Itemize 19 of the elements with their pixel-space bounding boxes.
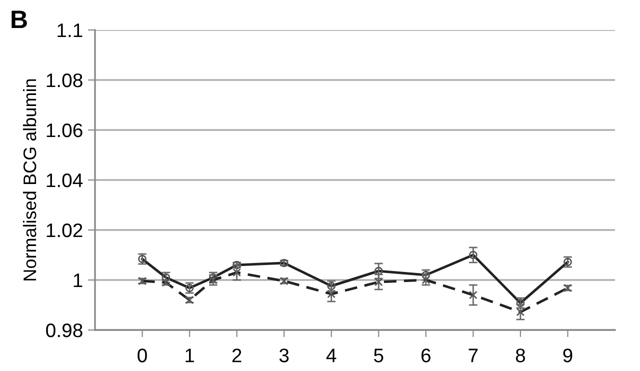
- y-tick-label: 1: [74, 274, 82, 288]
- y-axis-title: Normalised BCG albumin: [22, 79, 36, 280]
- x-tick-label: 3: [279, 348, 289, 362]
- y-tick-label: 1.08: [46, 73, 82, 88]
- x-tick-label: 7: [468, 348, 478, 362]
- x-tick-label: 6: [421, 348, 430, 362]
- x-tick-label: 5: [374, 348, 384, 362]
- x-tick-label: 1: [186, 348, 194, 362]
- y-tick-label: 1.06: [46, 123, 82, 138]
- y-tick-label: 1.1: [58, 24, 82, 38]
- x-tick-label: 2: [232, 348, 242, 362]
- x-tick-label: 9: [563, 348, 572, 362]
- y-tick-label: 1.04: [46, 173, 83, 188]
- y-tick-label: 1.02: [46, 223, 82, 238]
- x-tick-label: 8: [516, 348, 526, 362]
- x-tick-label: 0: [138, 348, 147, 362]
- y-tick-label: 0.98: [46, 323, 82, 338]
- x-tick-label: 4: [326, 348, 336, 362]
- chart-title: B: [12, 10, 27, 28]
